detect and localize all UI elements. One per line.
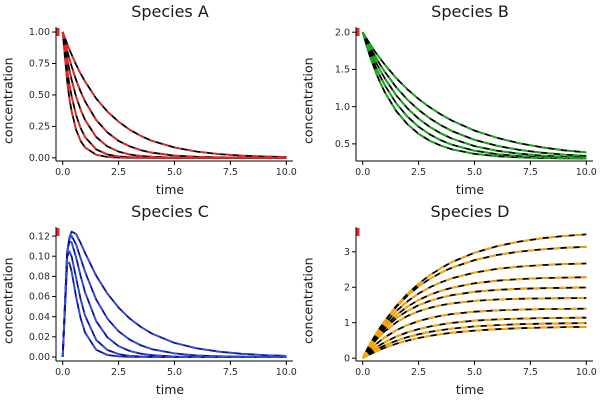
svg-text:2.5: 2.5 bbox=[411, 167, 426, 178]
x-axis-label-species-a: time bbox=[155, 182, 185, 197]
y-axis-label-species-d: concentration bbox=[300, 257, 316, 345]
plot-canvas-species-d: 0.0 2.5 5.0 7.5 10.0 0 1 2 3 bbox=[344, 227, 597, 378]
x-axis-label-species-d: time bbox=[455, 382, 485, 397]
svg-text:0.06: 0.06 bbox=[29, 292, 50, 303]
svg-text:7.5: 7.5 bbox=[223, 167, 238, 178]
svg-text:10.0: 10.0 bbox=[276, 367, 297, 378]
svg-text:0.25: 0.25 bbox=[29, 122, 50, 133]
svg-text:0: 0 bbox=[344, 353, 350, 364]
svg-text:0.0: 0.0 bbox=[55, 167, 70, 178]
plot-canvas-species-c: 0.0 2.5 5.0 7.5 10.0 0.00 0.02 0.04 0.06 0.08 0.10… bbox=[29, 227, 297, 378]
y-axis-label-species-b: concentration bbox=[300, 57, 316, 145]
svg-text:1.00: 1.00 bbox=[29, 27, 50, 38]
svg-text:5.0: 5.0 bbox=[167, 367, 182, 378]
svg-text:0.0: 0.0 bbox=[355, 367, 370, 378]
y-axis-label-species-a: concentration bbox=[0, 57, 16, 145]
svg-text:2.5: 2.5 bbox=[111, 367, 126, 378]
plot-canvas-species-b: 0.0 2.5 5.0 7.5 10.0 0.5 1.0 1.5 2.0 bbox=[335, 27, 597, 178]
svg-text:7.5: 7.5 bbox=[223, 367, 238, 378]
svg-text:0.12: 0.12 bbox=[29, 231, 50, 242]
svg-text:0.10: 0.10 bbox=[29, 251, 50, 262]
plot-title-species-c: Species C bbox=[131, 202, 209, 221]
svg-text:5.0: 5.0 bbox=[167, 167, 182, 178]
svg-text:0.08: 0.08 bbox=[29, 272, 50, 283]
svg-text:5.0: 5.0 bbox=[467, 367, 482, 378]
plot-title-species-b: Species B bbox=[431, 2, 509, 21]
svg-text:0.0: 0.0 bbox=[55, 367, 70, 378]
svg-text:1.5: 1.5 bbox=[335, 65, 350, 76]
svg-text:10.0: 10.0 bbox=[576, 167, 597, 178]
svg-text:0.00: 0.00 bbox=[29, 153, 50, 164]
svg-text:0.02: 0.02 bbox=[29, 332, 50, 343]
svg-text:0.75: 0.75 bbox=[29, 59, 50, 70]
x-axis-label-species-c: time bbox=[155, 382, 185, 397]
svg-text:10.0: 10.0 bbox=[276, 167, 297, 178]
svg-text:1: 1 bbox=[344, 318, 350, 329]
plot-canvas-species-a: 0.0 2.5 5.0 7.5 10.0 0.00 0.25 0.50 0.75 1.00 bbox=[29, 27, 297, 178]
svg-text:2.5: 2.5 bbox=[111, 167, 126, 178]
svg-text:2: 2 bbox=[344, 282, 350, 293]
svg-text:10.0: 10.0 bbox=[576, 367, 597, 378]
x-axis-label-species-b: time bbox=[455, 182, 485, 197]
svg-text:7.5: 7.5 bbox=[523, 167, 538, 178]
subplot-species-d: Species D concentration 0.0 2.5 5.0 7.5 10.0… bbox=[300, 200, 600, 400]
svg-text:0.04: 0.04 bbox=[29, 312, 50, 323]
svg-text:0.00: 0.00 bbox=[29, 352, 50, 363]
svg-text:2.5: 2.5 bbox=[411, 367, 426, 378]
svg-text:1.0: 1.0 bbox=[335, 102, 350, 113]
plot-title-species-a: Species A bbox=[131, 2, 209, 21]
svg-text:0.50: 0.50 bbox=[29, 90, 50, 101]
subplot-species-a: Species A concentration 0.0 2.5 5.0 7.5 10.0… bbox=[0, 0, 300, 200]
svg-text:7.5: 7.5 bbox=[523, 367, 538, 378]
subplot-species-c: Species C concentration 0.0 2.5 5.0 7.5 10.0… bbox=[0, 200, 300, 400]
svg-text:0.5: 0.5 bbox=[335, 139, 350, 150]
y-axis-label-species-c: concentration bbox=[0, 257, 16, 345]
subplot-species-b: Species B concentration 0.0 2.5 5.0 7.5 10.0… bbox=[300, 0, 600, 200]
svg-text:2.0: 2.0 bbox=[335, 27, 350, 38]
plot-title-species-d: Species D bbox=[430, 202, 510, 221]
svg-text:3: 3 bbox=[344, 247, 350, 258]
svg-text:0.0: 0.0 bbox=[355, 167, 370, 178]
svg-text:5.0: 5.0 bbox=[467, 167, 482, 178]
